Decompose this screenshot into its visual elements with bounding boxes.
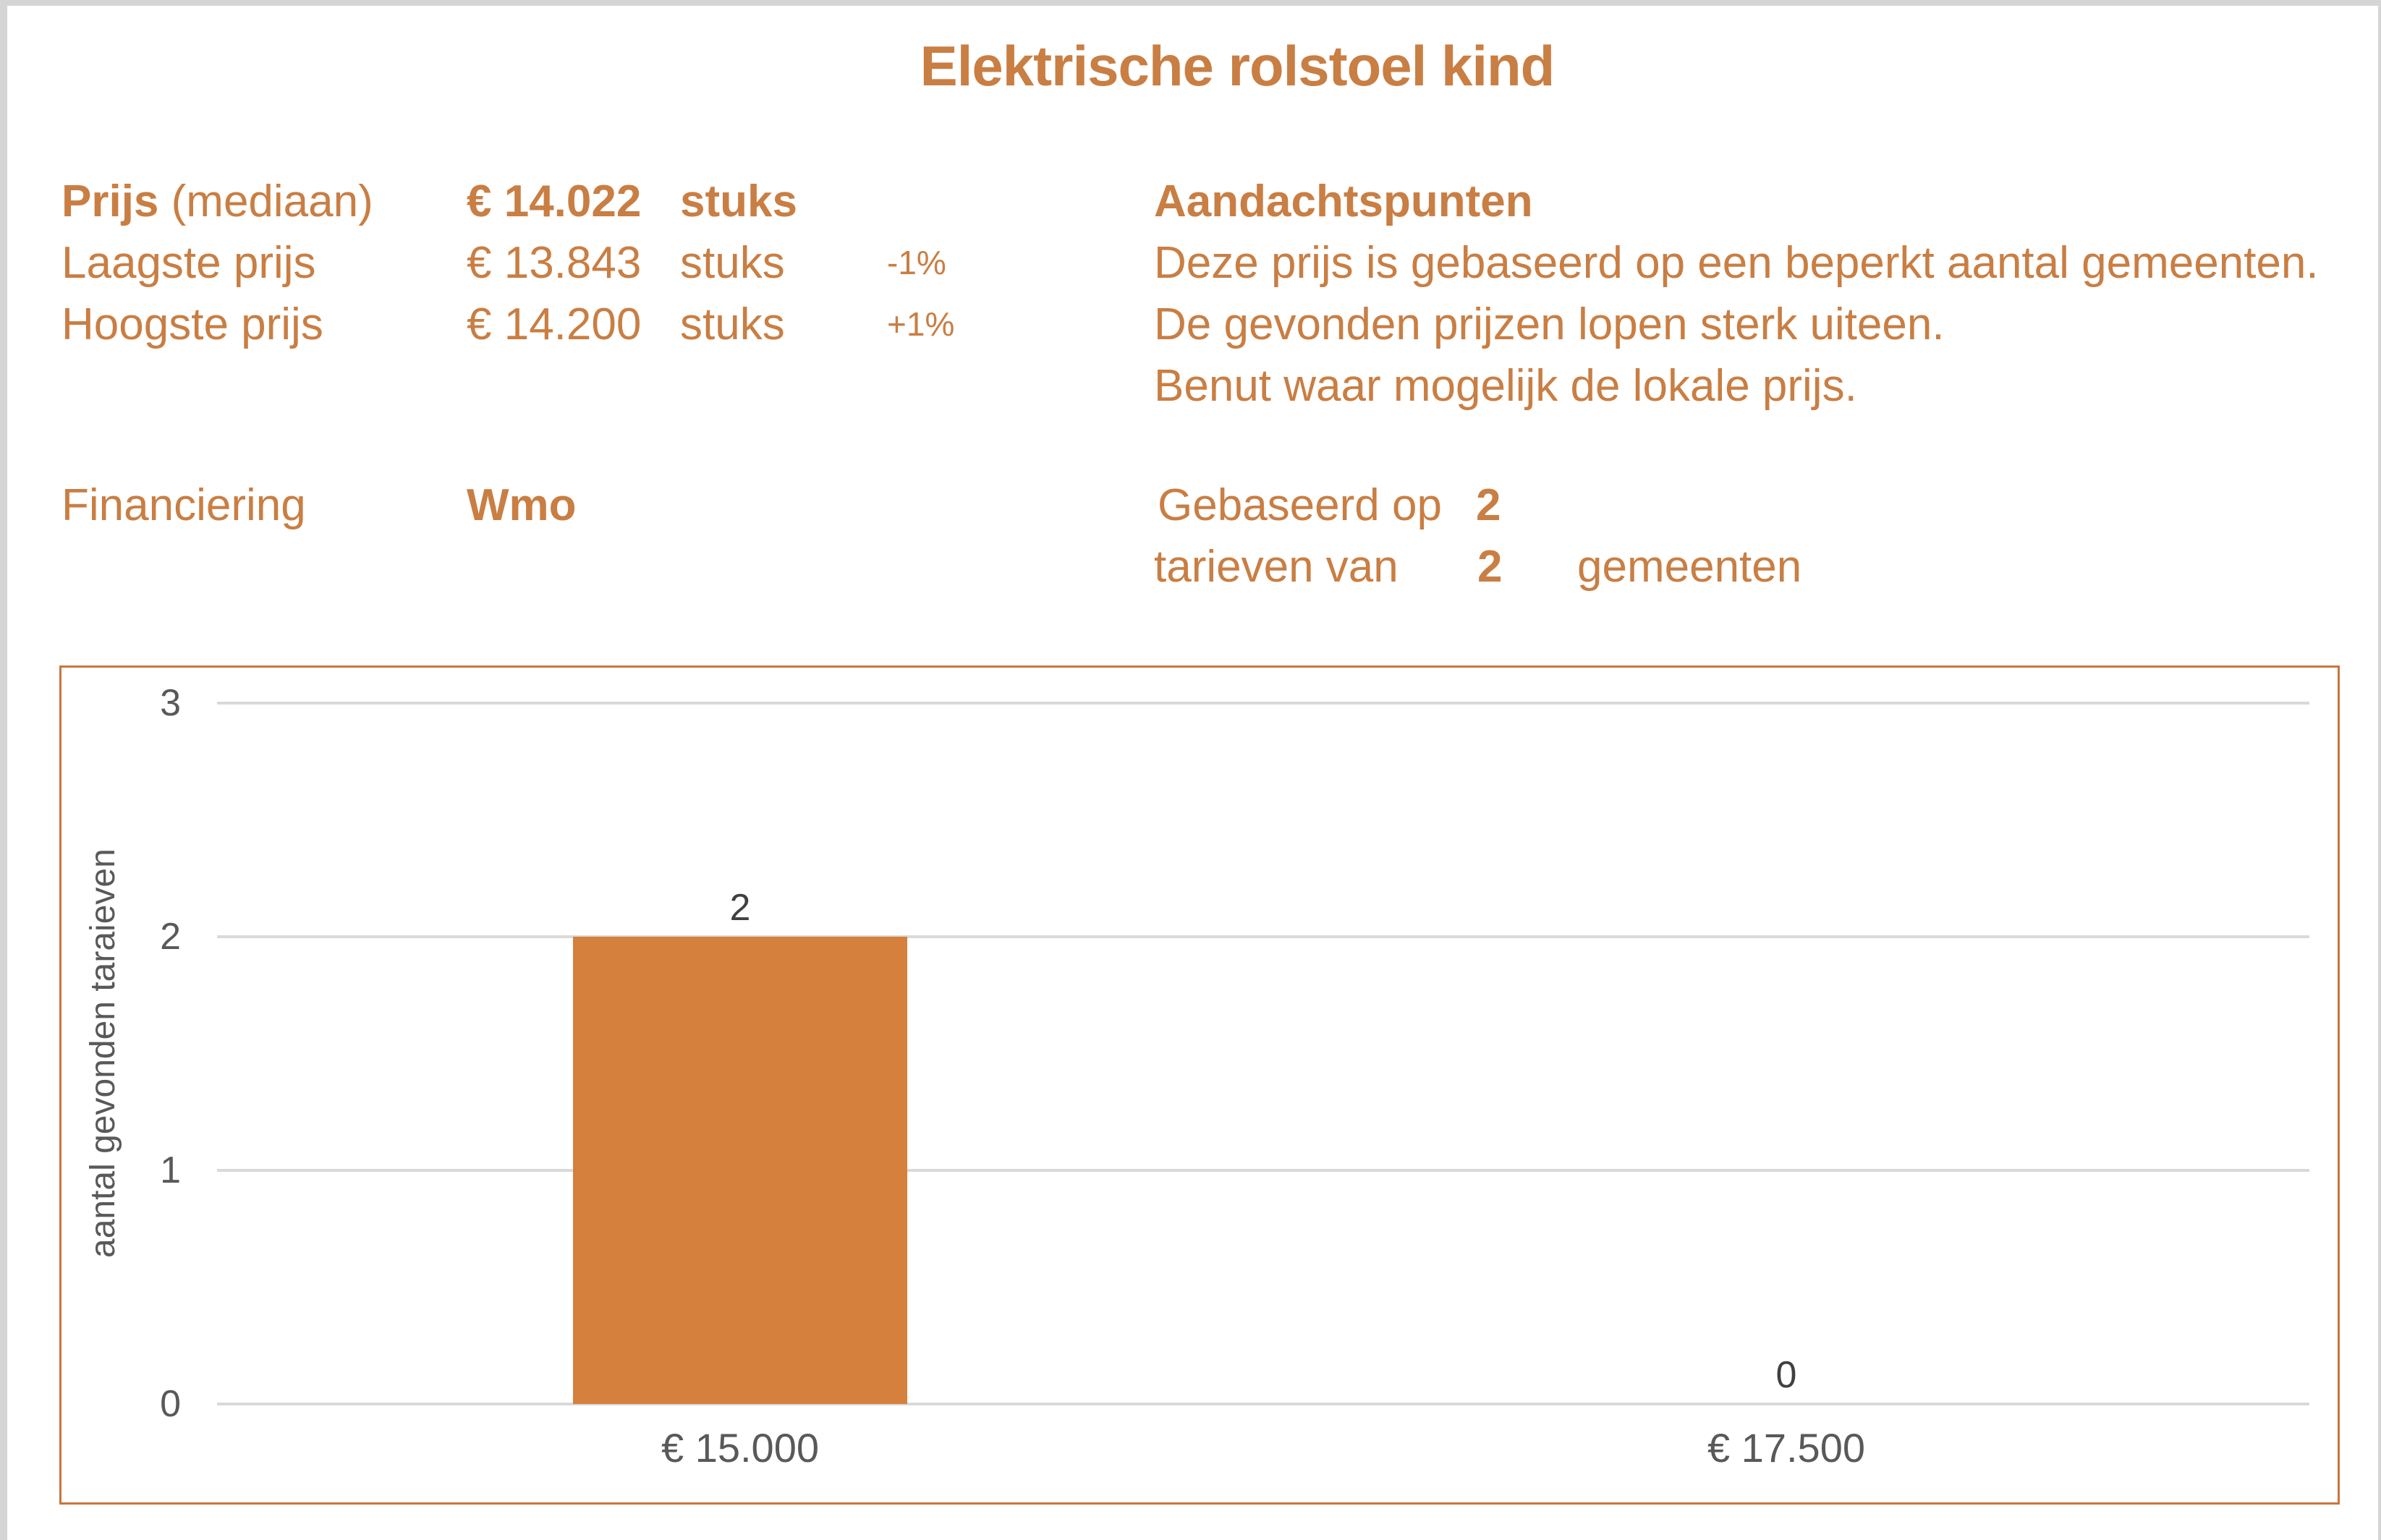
- based-on-count: 2: [1476, 480, 1501, 530]
- median-price-value: € 14.022: [467, 176, 642, 226]
- gridline: [217, 1403, 2309, 1405]
- lowest-price-delta: -1%: [887, 244, 946, 281]
- median-price-unit: stuks: [680, 176, 797, 226]
- y-tick-label: 3: [160, 682, 181, 724]
- financing-value: Wmo: [467, 480, 577, 530]
- bar-slot: 2: [217, 703, 1263, 1404]
- bar: [572, 937, 908, 1404]
- highest-price-unit: stuks: [680, 299, 785, 349]
- notes-line-3: Benut waar mogelijk de lokale prijs.: [1154, 361, 1857, 411]
- based-on-row: Gebaseerd op 2: [1158, 475, 1501, 536]
- financing-label: Financiering: [61, 480, 306, 530]
- lowest-price-unit: stuks: [680, 238, 785, 288]
- lowest-price-label: Laagste prijs: [61, 238, 316, 288]
- median-price-label: Prijs: [61, 176, 159, 226]
- page-title: Elektrische rolstoel kind: [920, 34, 1555, 98]
- gridlines: [217, 702, 2309, 1405]
- highest-price-value: € 14.200: [467, 299, 642, 349]
- highest-price-label: Hoogste prijs: [61, 299, 323, 349]
- x-category-label: € 17.500: [1707, 1425, 1865, 1471]
- based-on-prefix: Gebaseerd op: [1158, 480, 1442, 530]
- notes-heading: Aandachtspunten: [1154, 176, 1533, 226]
- bar-slot: 0: [1263, 703, 2309, 1404]
- lowest-price-value: € 13.843: [467, 238, 642, 288]
- median-price-row: Prijs (mediaan) € 14.022 stuks: [61, 171, 797, 232]
- bar-value-label: 0: [1775, 1354, 1797, 1396]
- notes-line-1: Deze prijs is gebaseerd op een beperkt a…: [1154, 238, 2319, 288]
- notes-line-2: De gevonden prijzen lopen sterk uiteen.: [1154, 299, 1945, 349]
- tariffs-suffix: gemeenten: [1577, 542, 1802, 592]
- tariffs-count: 2: [1477, 542, 1503, 592]
- median-price-label-suffix: (mediaan): [158, 176, 373, 226]
- y-tick-label: 0: [160, 1383, 181, 1425]
- y-tick-label: 1: [160, 1149, 181, 1192]
- highest-price-delta: +1%: [887, 305, 955, 343]
- y-ticks: 0 1 2 3: [61, 684, 181, 1423]
- x-category-label: € 15.000: [661, 1425, 819, 1471]
- gridline: [217, 1169, 2309, 1173]
- report-page: Elektrische rolstoel kind Prijs (mediaan…: [7, 6, 2378, 1540]
- tariffs-prefix: tarieven van: [1154, 542, 1399, 592]
- bar-value-label: 2: [729, 887, 751, 929]
- gridline: [217, 702, 2309, 705]
- x-labels: € 15.000 € 17.500: [217, 1424, 2309, 1472]
- highest-price-row: Hoogste prijs € 14.200 stuks +1%: [61, 294, 954, 355]
- financing-row: Financiering Wmo: [61, 475, 577, 536]
- gridline: [217, 935, 2309, 939]
- lowest-price-row: Laagste prijs € 13.843 stuks -1%: [61, 232, 946, 294]
- tariffs-row: tarieven van 2 gemeenten: [1154, 536, 1801, 597]
- y-tick-label: 2: [160, 916, 181, 958]
